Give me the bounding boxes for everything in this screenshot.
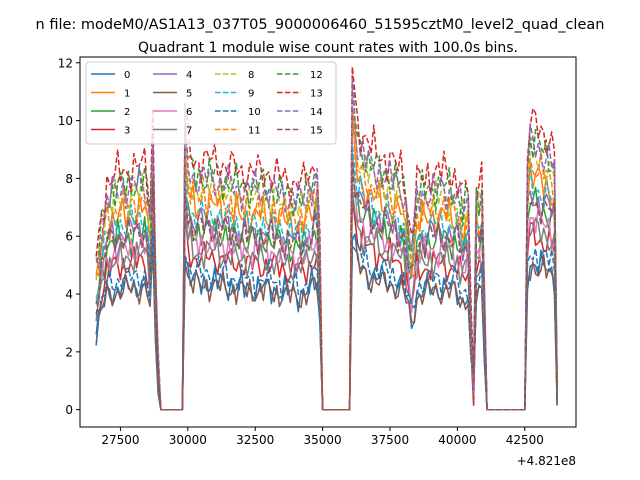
series-line-4 [95,148,558,411]
y-tick-label: 12 [58,56,73,70]
legend-label-4: 4 [186,70,192,81]
x-tick-label: 27500 [101,433,139,447]
legend-label-6: 6 [186,107,192,118]
y-tick-label: 4 [65,288,73,302]
series-line-3 [95,197,558,411]
legend-label-7: 7 [186,126,192,137]
legend-label-10: 10 [248,107,261,118]
legend-label-1: 1 [124,89,130,100]
chart-title: Quadrant 1 module wise count rates with … [138,40,518,56]
series-line-0 [95,233,558,411]
x-axis: 27500 30000 32500 35000 37500 40000 42500 [101,427,544,447]
legend-label-11: 11 [248,126,261,137]
series-line-10 [95,229,558,411]
x-offset-text: +4.821e8 [517,454,576,468]
legend-label-13: 13 [310,89,323,100]
legend-label-9: 9 [248,89,254,100]
series-line-6 [95,165,558,411]
legend-box [85,61,337,145]
y-tick-label: 10 [58,114,73,128]
x-tick-label: 32500 [236,433,274,447]
series-line-5 [95,241,558,411]
y-axis: 0 2 4 6 8 10 12 [58,56,80,417]
y-tick-label: 8 [65,172,73,186]
legend-label-2: 2 [124,107,130,118]
legend-label-12: 12 [310,70,323,81]
x-tick-label: 40000 [438,433,476,447]
y-tick-label: 0 [65,403,73,417]
series-line-7 [95,188,558,411]
legend-label-14: 14 [310,107,323,118]
x-tick-label: 30000 [169,433,207,447]
legend-label-5: 5 [186,89,192,100]
figure-suptitle: n file: modeM0/AS1A13_037T05_9000006460_… [36,17,605,33]
series-line-9 [95,141,558,411]
x-tick-label: 35000 [304,433,342,447]
legend-label-3: 3 [124,126,130,137]
legend-label-0: 0 [124,70,130,81]
plot-area [95,66,558,411]
series-line-11 [95,114,558,411]
y-tick-label: 6 [65,230,73,244]
x-tick-label: 37500 [371,433,409,447]
x-tick-label: 42500 [506,433,544,447]
series-line-1 [95,108,558,411]
series-line-15 [95,162,558,411]
plot-frame [79,56,577,428]
series-line-8 [95,113,558,411]
legend-label-8: 8 [248,70,254,81]
series-line-2 [95,161,558,411]
legend-label-15: 15 [310,126,323,137]
y-tick-label: 2 [65,345,73,359]
